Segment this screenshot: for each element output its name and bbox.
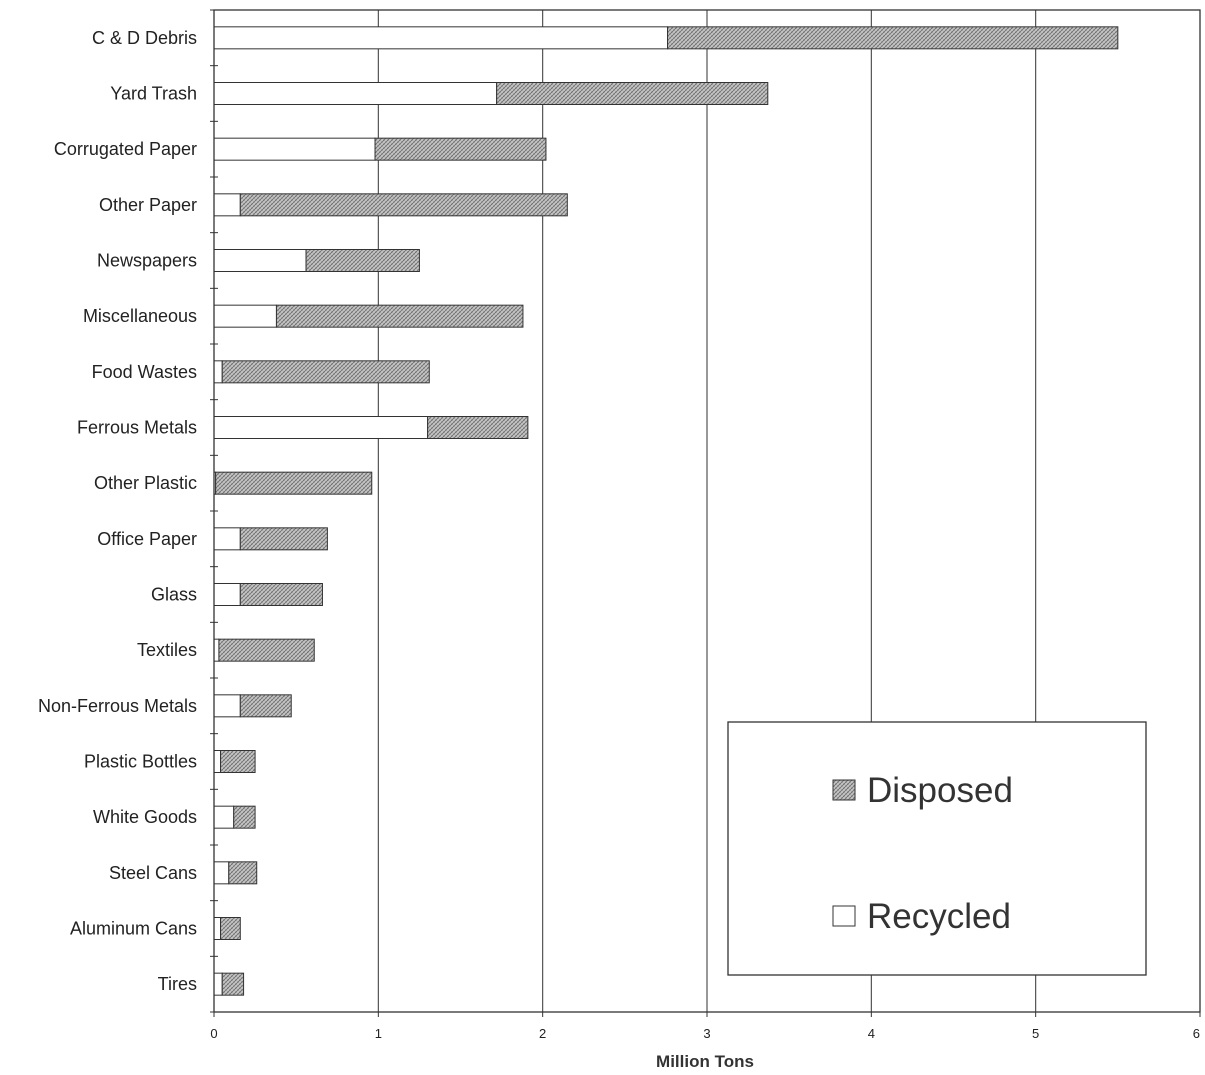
x-tick-label: 1 <box>375 1026 382 1041</box>
bar-disposed-newspapers <box>305 249 420 272</box>
category-label: Plastic Bottles <box>84 752 197 772</box>
bar-disposed-food-wastes <box>221 360 430 384</box>
bar-recycled-textiles <box>213 638 220 662</box>
bar-recycled-steel-cans <box>213 861 230 885</box>
bar-recycled-aluminum-cans <box>213 917 222 940</box>
bar-disposed-corrugated-paper <box>374 137 547 161</box>
bar-recycled-non-ferrous-metals <box>213 694 241 718</box>
bar-recycled-ferrous-metals <box>213 416 429 439</box>
category-label: Aluminum Cans <box>70 919 197 939</box>
bar-disposed-textiles <box>218 638 315 662</box>
bar-recycled-c-d-debris <box>213 26 669 50</box>
bar-recycled-white-goods <box>213 805 235 829</box>
bar-disposed-non-ferrous-metals <box>239 694 292 718</box>
category-label: C & D Debris <box>92 28 197 48</box>
bar-recycled-corrugated-paper <box>213 137 376 161</box>
bar-recycled-plastic-bottles <box>213 750 222 773</box>
category-label: Ferrous Metals <box>77 418 197 438</box>
bar-disposed-miscellaneous <box>275 304 524 328</box>
bar-disposed-steel-cans <box>228 861 258 885</box>
x-tick-label: 0 <box>210 1026 217 1041</box>
x-tick-labels: 0 1 2 3 4 5 6 <box>210 1026 1200 1041</box>
category-label: Corrugated Paper <box>54 139 197 159</box>
bar-recycled-yard-trash <box>213 82 498 105</box>
bar-disposed-c-d-debris <box>667 26 1119 50</box>
axes <box>210 9 1201 1017</box>
category-label: Other Plastic <box>94 473 197 493</box>
bar-recycled-miscellaneous <box>213 304 277 328</box>
category-labels: C & D Debris Yard Trash Corrugated Paper Ot… <box>38 28 197 994</box>
category-label: Newspapers <box>97 251 197 271</box>
x-tick-label: 3 <box>703 1026 710 1041</box>
category-label: Steel Cans <box>109 863 197 883</box>
category-label: Textiles <box>137 640 197 660</box>
bar-disposed-tires <box>221 972 245 996</box>
bar-disposed-glass <box>239 583 323 606</box>
category-label: Office Paper <box>97 529 197 549</box>
bar-disposed-aluminum-cans <box>220 917 241 940</box>
bar-disposed-yard-trash <box>496 82 769 105</box>
bar-recycled-tires <box>213 972 223 996</box>
category-label: Yard Trash <box>110 84 197 104</box>
bar-recycled-food-wastes <box>213 360 223 384</box>
bars <box>213 26 1119 996</box>
category-label: Tires <box>158 974 197 994</box>
x-tick-label: 6 <box>1193 1026 1200 1041</box>
legend-swatch-recycled <box>832 905 856 927</box>
x-tick-label: 5 <box>1032 1026 1039 1041</box>
category-label: Miscellaneous <box>83 306 197 326</box>
bar-recycled-other-paper <box>213 193 241 217</box>
category-label: White Goods <box>93 807 197 827</box>
bar-disposed-office-paper <box>239 527 328 551</box>
bar-disposed-ferrous-metals <box>427 416 529 439</box>
legend-label-disposed: Disposed <box>867 771 1013 810</box>
bar-recycled-newspapers <box>213 249 307 272</box>
bar-recycled-glass <box>213 583 241 606</box>
legend: Disposed Recycled <box>727 721 1147 976</box>
bar-recycled-office-paper <box>213 527 241 551</box>
bar-disposed-white-goods <box>233 805 256 829</box>
x-tick-label: 4 <box>868 1026 875 1041</box>
bar-disposed-other-paper <box>239 193 568 217</box>
category-label: Glass <box>151 585 197 605</box>
category-label: Non-Ferrous Metals <box>38 696 197 716</box>
category-label: Other Paper <box>99 195 197 215</box>
bar-disposed-plastic-bottles <box>220 750 256 773</box>
legend-box <box>727 721 1147 976</box>
x-axis-title: Million Tons <box>656 1052 754 1071</box>
category-label: Food Wastes <box>92 362 197 382</box>
bar-disposed-other-plastic <box>215 471 373 495</box>
legend-swatch-disposed <box>832 779 856 801</box>
legend-label-recycled: Recycled <box>867 897 1011 936</box>
x-tick-label: 2 <box>539 1026 546 1041</box>
